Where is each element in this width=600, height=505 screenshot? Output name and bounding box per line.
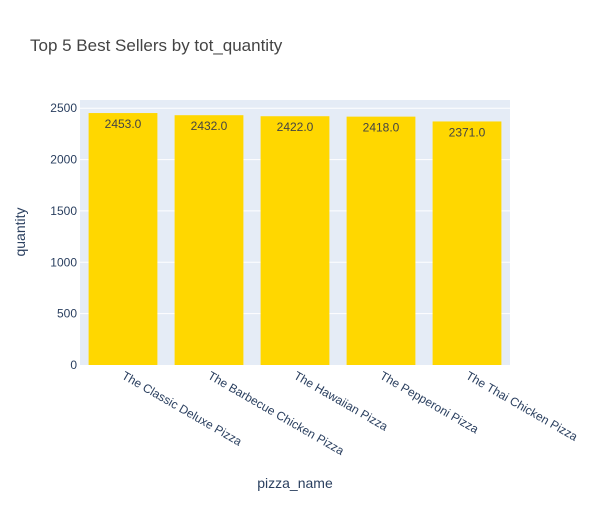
bar-value-label: 2432.0 xyxy=(191,119,228,133)
y-tick-label: 0 xyxy=(70,358,77,372)
bar[interactable] xyxy=(433,121,502,365)
chart-title: Top 5 Best Sellers by tot_quantity xyxy=(30,36,283,55)
y-tick-labels: 0 500 1000 1500 2000 2500 xyxy=(50,101,77,372)
bar-value-label: 2371.0 xyxy=(449,125,486,139)
y-axis-title: quantity xyxy=(12,207,28,256)
bar-value-label: 2418.0 xyxy=(363,121,400,135)
y-tick-label: 1500 xyxy=(50,204,77,218)
y-tick-label: 500 xyxy=(57,307,77,321)
bar-value-label: 2422.0 xyxy=(277,120,314,134)
x-tick-label: The Thai Chicken Pizza xyxy=(464,368,581,444)
x-axis-title: pizza_name xyxy=(257,475,333,491)
bar[interactable] xyxy=(175,115,244,365)
bar-value-label: 2453.0 xyxy=(105,117,142,131)
y-tick-label: 2000 xyxy=(50,153,77,167)
bar[interactable] xyxy=(89,113,158,365)
bar[interactable] xyxy=(261,116,330,365)
bars xyxy=(89,113,502,365)
x-tick-label: The Barbecue Chicken Pizza xyxy=(206,368,347,458)
y-tick-label: 2500 xyxy=(50,101,77,115)
y-tick-label: 1000 xyxy=(50,255,77,269)
bar[interactable] xyxy=(347,117,416,365)
